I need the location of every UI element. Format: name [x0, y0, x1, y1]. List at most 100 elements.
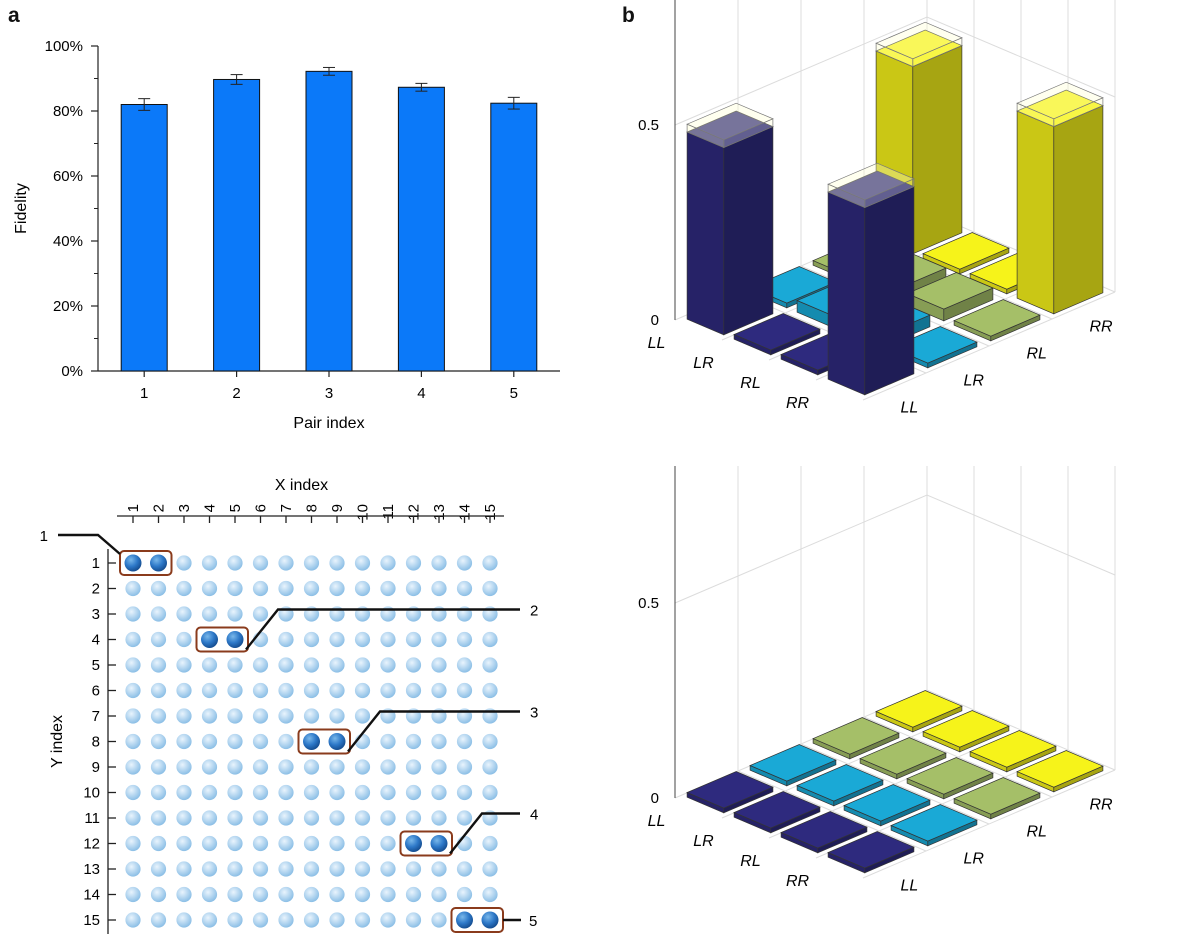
qubit-site — [227, 657, 243, 673]
qubit-site — [252, 657, 269, 673]
qubit-pair-site — [405, 835, 422, 852]
qubit-site — [431, 912, 447, 928]
pair-callout-line — [245, 608, 520, 651]
column-label: LR — [964, 851, 985, 868]
x-index-label: 8 — [304, 504, 321, 512]
x-index-label: 3 — [176, 504, 193, 512]
qubit-site — [303, 657, 320, 673]
qubit-site — [303, 631, 320, 648]
gridline — [737, 770, 927, 852]
qubit-site — [278, 810, 294, 826]
qubit-site — [354, 886, 371, 903]
qubit-site — [303, 835, 320, 852]
bar — [213, 78, 261, 372]
matrix-bar — [733, 313, 821, 356]
bar-face-top — [953, 299, 1041, 337]
row-label: RL — [740, 375, 760, 392]
qubit-site — [482, 784, 498, 801]
qubit-site — [431, 631, 447, 648]
qubit-site — [176, 886, 192, 903]
column-label: LL — [901, 878, 919, 895]
y-tick-label: 20% — [53, 298, 83, 315]
qubit-site — [456, 861, 473, 877]
bar — [120, 104, 168, 372]
qubit-site — [431, 657, 447, 673]
qubit-site — [201, 886, 218, 903]
bar-face-top — [733, 791, 821, 829]
z-tick-label: 0 — [651, 312, 659, 329]
qubit-site — [329, 708, 345, 724]
bar-face-top — [733, 313, 821, 351]
bar-face-side — [912, 45, 963, 255]
bar-face-top — [796, 764, 884, 802]
qubit-site — [303, 784, 320, 801]
y-tick-label: 80% — [53, 103, 83, 120]
gridline — [674, 494, 1116, 604]
gridline — [863, 716, 1053, 798]
qubit-site — [125, 580, 141, 597]
qubit-site — [150, 835, 167, 852]
y-axis-label: Fidelity — [13, 183, 30, 234]
qubit-site — [252, 580, 269, 597]
y-index-label: 3 — [92, 606, 100, 623]
qubit-site — [252, 733, 269, 750]
bar-face-front — [827, 191, 866, 396]
matrix-bar — [953, 299, 1041, 342]
qubit-site — [150, 810, 167, 826]
qubit-site — [176, 912, 192, 928]
qubit-site — [176, 657, 192, 673]
matrix-bar — [749, 744, 837, 787]
pair-callout-label: 5 — [529, 913, 537, 930]
qubit-site — [303, 580, 320, 597]
x-index-label: 9 — [329, 504, 346, 512]
qubit-site — [227, 733, 243, 750]
qubit-site — [125, 784, 141, 801]
matrix-bar — [953, 777, 1041, 820]
qubit-site — [482, 733, 498, 750]
ideal-outline-top — [1016, 81, 1104, 120]
qubit-site — [176, 682, 192, 699]
qubit-site — [201, 657, 218, 673]
qubit-site — [303, 682, 320, 699]
qubit-pair-site — [150, 554, 167, 572]
qubit-site — [278, 835, 294, 852]
qubit-site — [482, 886, 498, 903]
pair-highlight-box — [195, 626, 249, 653]
matrix-bar — [906, 757, 994, 800]
qubit-site — [278, 657, 294, 673]
qubit-site — [482, 580, 498, 597]
qubit-site — [227, 759, 243, 775]
qubit-site — [405, 631, 422, 648]
qubit-site — [303, 861, 320, 877]
qubit-site — [431, 580, 447, 597]
qubit-site — [380, 580, 396, 597]
qubit-site — [482, 835, 498, 852]
pair-callout-line — [347, 710, 520, 753]
qubit-site — [252, 912, 269, 928]
qubit-site — [329, 861, 345, 877]
y-index-label: 15 — [83, 912, 100, 929]
qubit-site — [252, 861, 269, 877]
y-tick-label: 60% — [53, 168, 83, 185]
qubit-site — [405, 886, 422, 903]
qubit-site — [405, 733, 422, 750]
qubit-pair-site — [456, 911, 473, 929]
matrix-bar — [906, 272, 994, 322]
qubit-site — [252, 555, 269, 571]
bar-face-front — [1016, 110, 1055, 315]
real-part-3d-chart: 00.51Real partLLLRRLRRLLLRRLRR — [638, 0, 1116, 417]
qubit-site — [125, 810, 141, 826]
qubit-site — [201, 784, 218, 801]
z-tick-label: 0.5 — [638, 117, 659, 134]
qubit-site — [150, 759, 167, 775]
bar-face-top — [906, 272, 994, 310]
qubit-site — [431, 861, 447, 877]
qubit-site — [176, 835, 192, 852]
qubit-site — [201, 606, 218, 622]
qubit-site — [278, 708, 294, 724]
bar-face-top — [922, 710, 1010, 748]
column-label: RR — [1090, 319, 1114, 336]
qubit-site — [431, 759, 447, 775]
qubit-site — [482, 657, 498, 673]
qubit-site — [176, 810, 192, 826]
